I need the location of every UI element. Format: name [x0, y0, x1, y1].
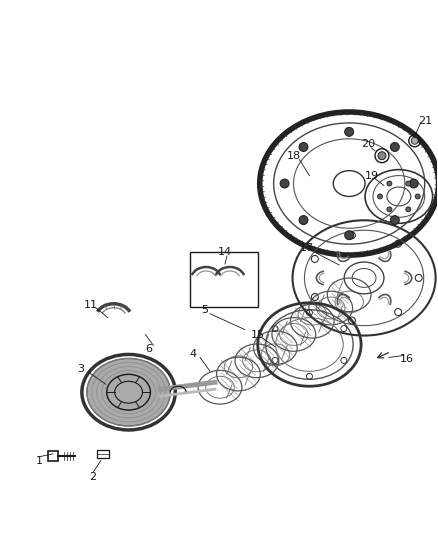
Text: 20: 20 [361, 139, 375, 149]
Text: 4: 4 [190, 350, 197, 359]
Bar [190, 252, 258, 307]
Circle shape [411, 138, 418, 144]
Circle shape [406, 181, 411, 186]
Circle shape [406, 207, 411, 212]
Text: 21: 21 [419, 116, 433, 126]
Circle shape [415, 194, 420, 199]
Circle shape [387, 181, 392, 186]
Text: 17: 17 [300, 243, 314, 253]
Circle shape [299, 215, 308, 224]
Text: 2: 2 [89, 472, 96, 482]
Bar [97, 450, 109, 458]
Text: 19: 19 [365, 171, 379, 181]
Circle shape [387, 207, 392, 212]
Circle shape [378, 194, 382, 199]
Text: 3: 3 [78, 365, 85, 374]
Text: 11: 11 [84, 300, 98, 310]
Ellipse shape [87, 358, 170, 426]
Circle shape [390, 215, 399, 224]
Circle shape [299, 142, 308, 151]
Text: 1: 1 [35, 456, 42, 466]
Text: 6: 6 [145, 344, 152, 354]
Circle shape [345, 127, 353, 136]
Text: 16: 16 [400, 354, 414, 365]
Bar [48, 451, 58, 461]
Text: 5: 5 [201, 305, 208, 314]
Circle shape [390, 142, 399, 151]
Text: 14: 14 [218, 247, 232, 257]
Text: 18: 18 [286, 151, 300, 161]
Circle shape [280, 179, 289, 188]
Circle shape [378, 152, 386, 160]
Circle shape [409, 179, 418, 188]
Text: 15: 15 [251, 329, 265, 340]
Circle shape [345, 231, 353, 240]
